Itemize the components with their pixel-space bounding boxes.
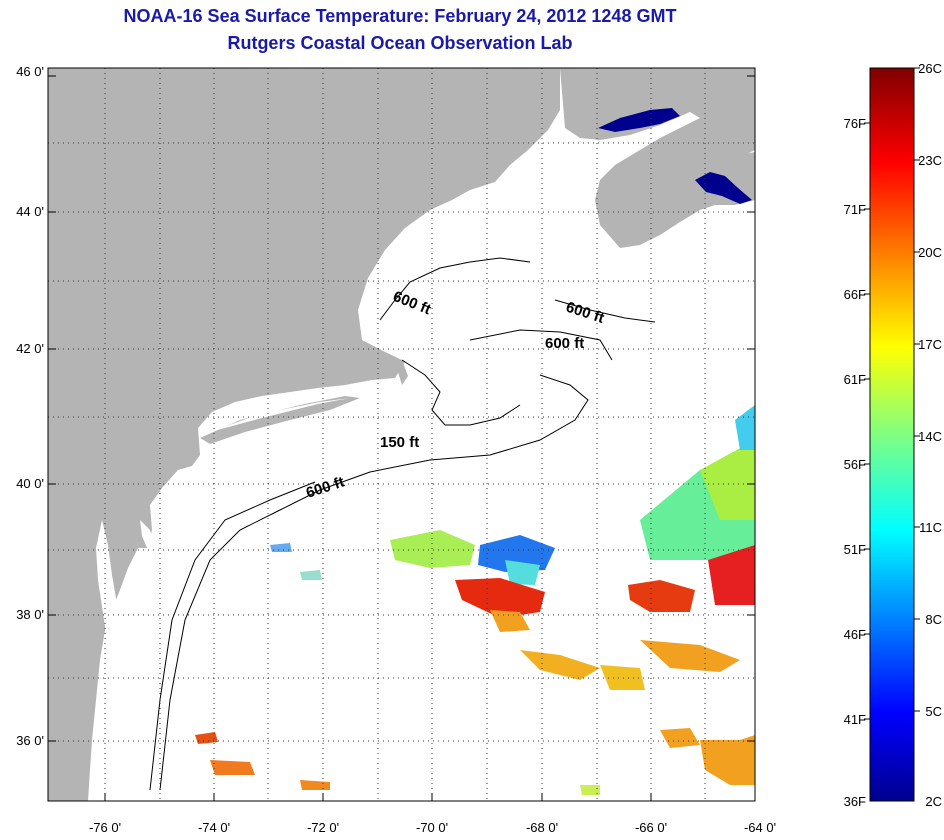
lon-label: -64 0' (744, 820, 776, 835)
lat-label: 42 0' (16, 341, 44, 356)
lon-label: -72 0' (307, 820, 339, 835)
colorbar-f-label: 71F (844, 202, 866, 217)
lat-label: 38 0' (16, 607, 44, 622)
lat-label: 40 0' (16, 476, 44, 491)
colorbar-f-label: 36F (844, 794, 866, 809)
colorbar-c-label: 8C (925, 612, 942, 627)
land-maritimes (560, 68, 755, 240)
lon-label: -74 0' (198, 820, 230, 835)
lat-label: 36 0' (16, 733, 44, 748)
map-title: NOAA-16 Sea Surface Temperature: Februar… (123, 6, 677, 26)
colorbar-f-label: 61F (844, 372, 866, 387)
contour-label: 600 ft (391, 288, 434, 318)
axis-ticks (48, 75, 756, 801)
delaware-bay (140, 520, 155, 550)
colorbar-f-label: 41F (844, 712, 866, 727)
colorbar-f-label: 56F (844, 457, 866, 472)
contour-label: 600 ft (545, 335, 584, 352)
colorbar-c-label: 26C (918, 61, 942, 76)
lat-label: 46 0' (16, 64, 44, 79)
lat-label: 44 0' (16, 204, 44, 219)
colorbar-c-label: 14C (918, 429, 942, 444)
colorbar-f-label: 51F (844, 542, 866, 557)
bay-of-fundy-sst (598, 108, 680, 132)
colorbar-ticks (864, 67, 920, 720)
contour-label: 600 ft (304, 474, 347, 502)
lon-label: -66 0' (635, 820, 667, 835)
bathymetry-contours (149, 257, 656, 791)
colorbar-c-label: 2C (925, 794, 942, 809)
lon-label: -68 0' (526, 820, 558, 835)
contour-label: 150 ft (380, 434, 419, 451)
colorbar-c-label: 5C (925, 704, 942, 719)
colorbar-f-label: 46F (844, 627, 866, 642)
land-cape-cod (385, 352, 408, 385)
map-frame (47, 67, 756, 802)
lon-label: -76 0' (89, 820, 121, 835)
contour-label: 600 ft (564, 299, 607, 327)
sst-patches (195, 405, 755, 795)
colorbar-c-label: 17C (918, 337, 942, 352)
lon-label: -70 0' (416, 820, 448, 835)
colorbar-c-label: 11C (919, 520, 942, 535)
colorbar-c-label: 23C (918, 153, 942, 168)
colorbar-f-label: 66F (844, 287, 866, 302)
colorbar (869, 67, 915, 802)
colorbar-c-label: 20C (918, 245, 942, 260)
land-us-coast (48, 68, 560, 801)
map-subtitle: Rutgers Coastal Ocean Observation Lab (227, 33, 573, 53)
graticule (48, 68, 755, 801)
colorbar-f-label: 76F (844, 116, 866, 131)
chesapeake-bay (96, 520, 126, 720)
northumberland-sst (695, 172, 752, 204)
land-long-island (200, 396, 360, 444)
